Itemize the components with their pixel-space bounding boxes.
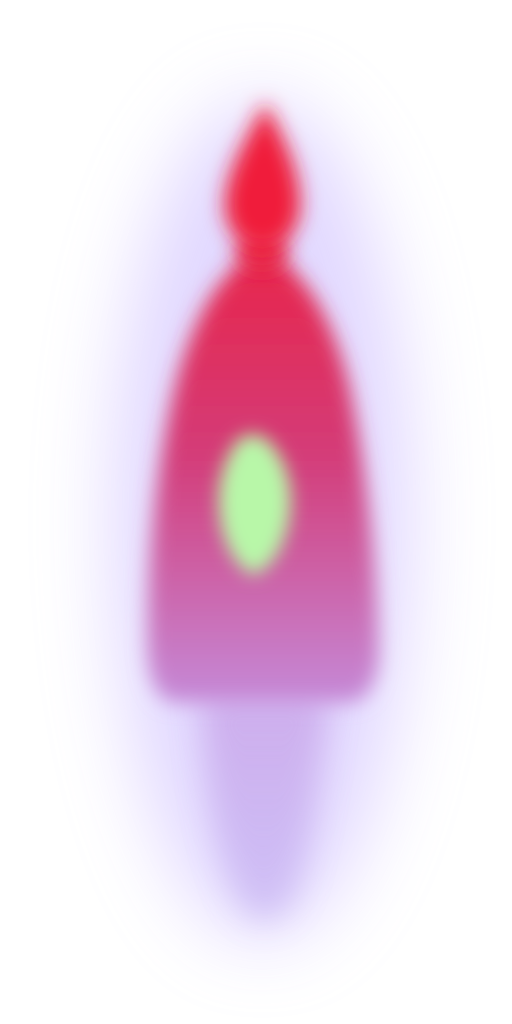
figure-head: [224, 102, 301, 250]
core-glow: [218, 434, 291, 575]
figure-tail: [200, 690, 330, 922]
